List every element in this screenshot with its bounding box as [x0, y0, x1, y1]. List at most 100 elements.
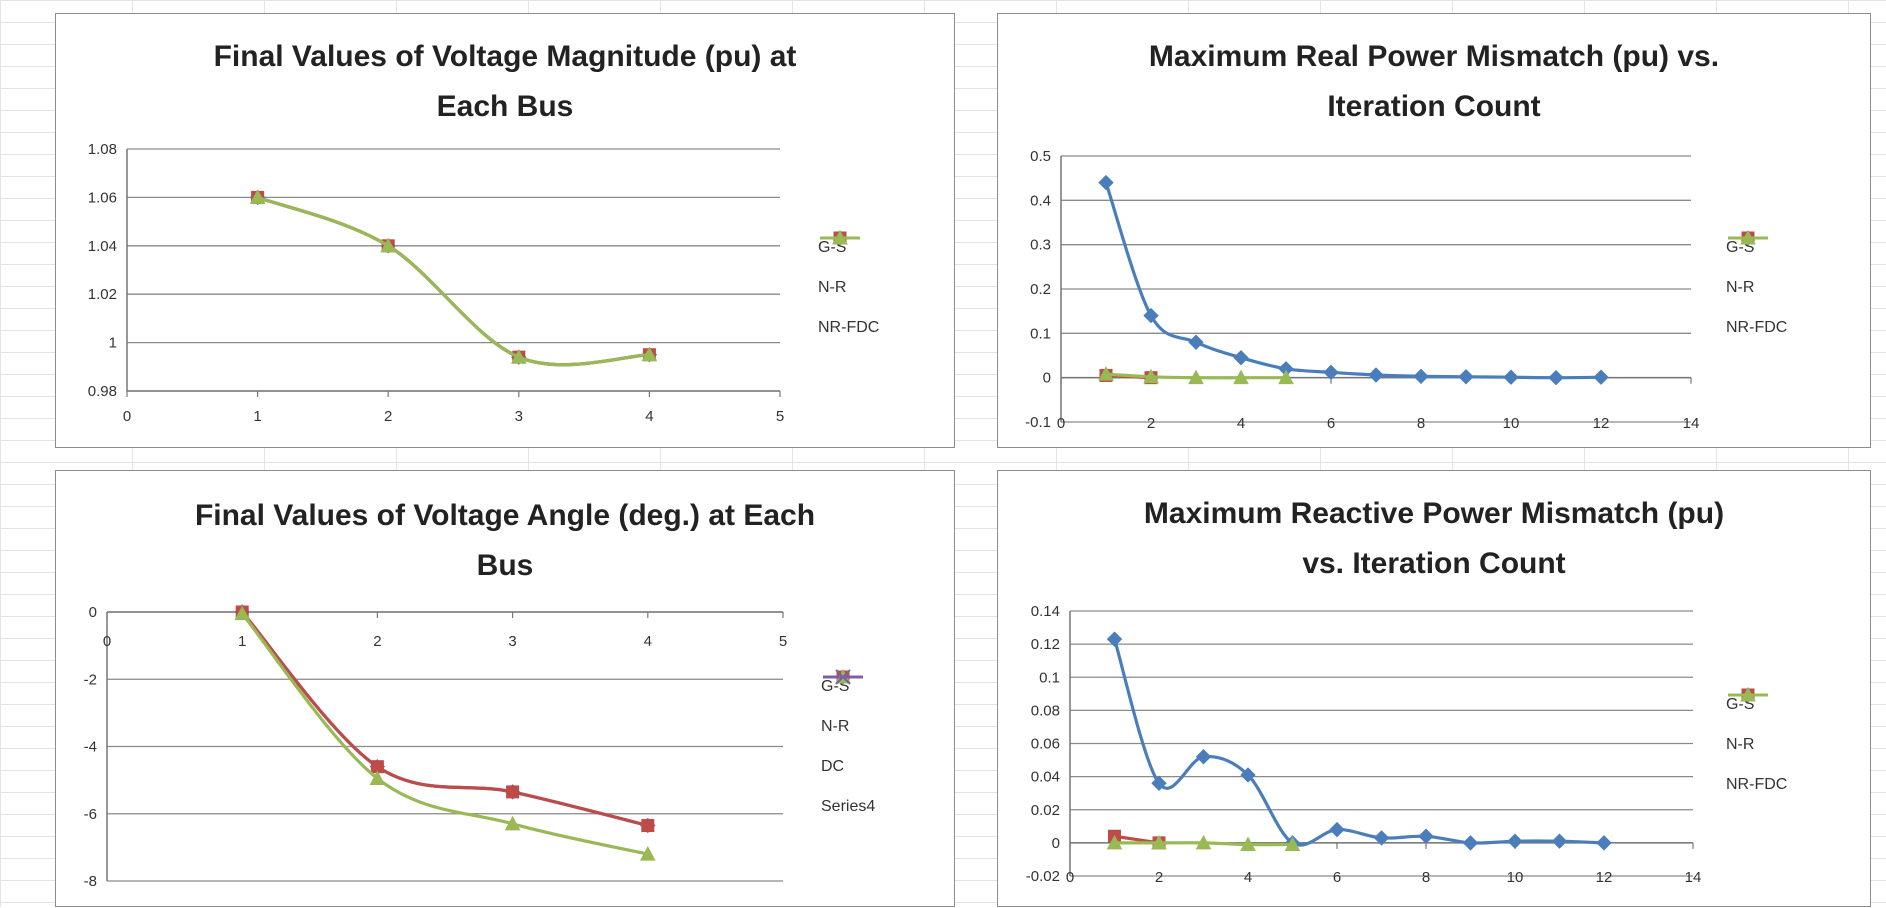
data-point-nr-fdc[interactable]	[1098, 366, 1114, 381]
data-point-nr-fdc[interactable]	[510, 349, 527, 364]
data-point-g-s[interactable]	[1143, 307, 1159, 324]
data-point-g-s[interactable]	[1458, 369, 1474, 385]
data-point-g-s[interactable]	[1462, 835, 1479, 851]
data-point-dc[interactable]	[369, 770, 386, 785]
legend-item[interactable]: N-R	[816, 231, 879, 308]
data-point-nr-fdc[interactable]	[1151, 834, 1167, 850]
data-point-nr-fdc[interactable]	[380, 237, 397, 253]
legend-item[interactable]: NR-FDC	[816, 229, 879, 348]
series-line-nr-fdc[interactable]	[257, 195, 650, 367]
data-point-nr-fdc[interactable]	[1195, 834, 1212, 850]
data-point-g-s[interactable]	[1596, 835, 1612, 851]
series-line-g-s[interactable]	[257, 195, 650, 367]
y-tick-label: 1	[109, 335, 117, 352]
data-point-dc[interactable]	[639, 846, 656, 861]
data-point-g-s[interactable]	[1368, 367, 1384, 383]
y-tick-label: -0.1	[1025, 414, 1051, 431]
data-point-g-s[interactable]	[1233, 350, 1249, 366]
legend-label: N-R	[821, 718, 850, 735]
chart-legend[interactable]: G-S N-R NR-FDC	[1724, 228, 1787, 348]
data-point-n-r[interactable]	[641, 819, 655, 833]
data-point-g-s[interactable]	[1507, 833, 1523, 849]
y-tick-label: 0	[1052, 835, 1060, 852]
x-tick-label: 5	[779, 633, 787, 650]
data-point-nr-fdc[interactable]	[1106, 834, 1123, 850]
legend-item[interactable]: DC	[819, 668, 875, 787]
chart-real-power-mismatch[interactable]: Maximum Real Power Mismatch (pu) vs. Ite…	[997, 13, 1871, 448]
series-line-g-s[interactable]	[240, 610, 649, 828]
chart-voltage-magnitude[interactable]: Final Values of Voltage Magnitude (pu) a…	[55, 13, 955, 448]
data-point-nr-fdc[interactable]	[1188, 369, 1204, 385]
legend-item[interactable]: N-R	[1724, 231, 1787, 308]
data-point-g-s[interactable]	[1329, 821, 1345, 838]
data-point-g-s[interactable]	[1195, 749, 1212, 765]
chart-title-line-1: Final Values of Voltage Magnitude (pu) a…	[213, 40, 797, 73]
y-tick-label: 0.4	[1030, 192, 1051, 209]
legend-marker[interactable]	[835, 669, 851, 685]
data-point-g-s[interactable]	[1503, 369, 1519, 385]
x-tick-label: 3	[508, 633, 516, 650]
data-point-g-s[interactable]	[1593, 369, 1609, 385]
data-point-g-s[interactable]	[1548, 369, 1564, 386]
data-point-n-r[interactable]	[506, 785, 520, 799]
legend-swatch	[820, 229, 860, 245]
data-point-g-s[interactable]	[1373, 830, 1390, 846]
data-point-nr-fdc[interactable]	[249, 189, 266, 204]
chart-reactive-power-mismatch[interactable]: Maximum Reactive Power Mismatch (pu) vs.…	[997, 470, 1871, 907]
chart-voltage-angle[interactable]: Final Values of Voltage Angle (deg.) at …	[55, 470, 955, 907]
legend-item[interactable]: N-R	[1724, 688, 1787, 765]
legend-item[interactable]: NR-FDC	[1724, 229, 1787, 348]
data-point-dc[interactable]	[234, 605, 251, 621]
data-point-nr-fdc[interactable]	[1278, 369, 1294, 385]
data-point-g-s[interactable]	[1151, 775, 1167, 791]
y-tick-label: -8	[84, 873, 97, 890]
x-tick-label: 6	[1327, 415, 1335, 432]
legend-item[interactable]: N-R	[819, 670, 875, 747]
legend-marker[interactable]	[1740, 229, 1756, 245]
data-point-nr-fdc[interactable]	[1143, 368, 1159, 384]
series-line-g-s[interactable]	[1104, 182, 1602, 380]
legend-item[interactable]: Series4	[819, 669, 876, 827]
x-tick-label: 14	[1683, 415, 1700, 432]
legend-label: Series4	[821, 798, 876, 815]
data-point-g-s[interactable]	[1106, 631, 1123, 647]
chart-legend[interactable]: G-S N-R NR-FDC	[1724, 685, 1787, 805]
series-line-n-r[interactable]	[257, 195, 650, 367]
legend-swatch	[1728, 686, 1768, 702]
legend-marker[interactable]	[1740, 686, 1756, 702]
legend-swatch	[1728, 229, 1768, 245]
data-point-g-s[interactable]	[1551, 833, 1568, 849]
legend-marker[interactable]	[832, 229, 848, 245]
data-point-nr-fdc[interactable]	[641, 346, 658, 362]
legend-swatch	[823, 669, 863, 685]
chart-legend[interactable]: G-S N-R NR-FDC	[816, 228, 879, 348]
y-tick-label: 0.2	[1030, 281, 1051, 298]
data-point-nr-fdc[interactable]	[1240, 836, 1256, 852]
x-tick-label: 4	[1244, 869, 1252, 886]
chart-title-line-2: Iteration Count	[1327, 90, 1541, 123]
data-point-g-s[interactable]	[1413, 368, 1429, 385]
y-tick-label: 0.3	[1030, 237, 1051, 254]
data-point-g-s[interactable]	[1418, 828, 1434, 844]
x-tick-label: 4	[1237, 415, 1245, 432]
data-point-g-s[interactable]	[1323, 364, 1339, 381]
data-point-dc[interactable]	[504, 815, 521, 831]
y-tick-label: 0	[89, 604, 97, 621]
data-point-g-s[interactable]	[1188, 334, 1204, 350]
series-line-dc[interactable]	[240, 612, 649, 856]
chart-legend[interactable]: G-S N-R DC Series4	[819, 667, 875, 827]
data-point-g-s[interactable]	[1098, 174, 1114, 191]
y-tick-label: 0.1	[1030, 325, 1051, 342]
series-line-g-s[interactable]	[1112, 638, 1605, 847]
y-tick-label: 1.02	[88, 286, 117, 303]
y-tick-label: 0.02	[1031, 802, 1060, 819]
y-tick-label: 0.5	[1030, 148, 1051, 165]
data-point-nr-fdc[interactable]	[1284, 836, 1301, 852]
data-point-nr-fdc[interactable]	[1233, 369, 1249, 385]
series-line-n-r[interactable]	[240, 610, 649, 828]
y-tick-label: -4	[84, 739, 97, 756]
data-point-g-s[interactable]	[1240, 767, 1256, 783]
legend-item[interactable]: NR-FDC	[1724, 686, 1787, 805]
legend-label: N-R	[1726, 736, 1755, 753]
y-tick-label: -6	[84, 806, 97, 823]
